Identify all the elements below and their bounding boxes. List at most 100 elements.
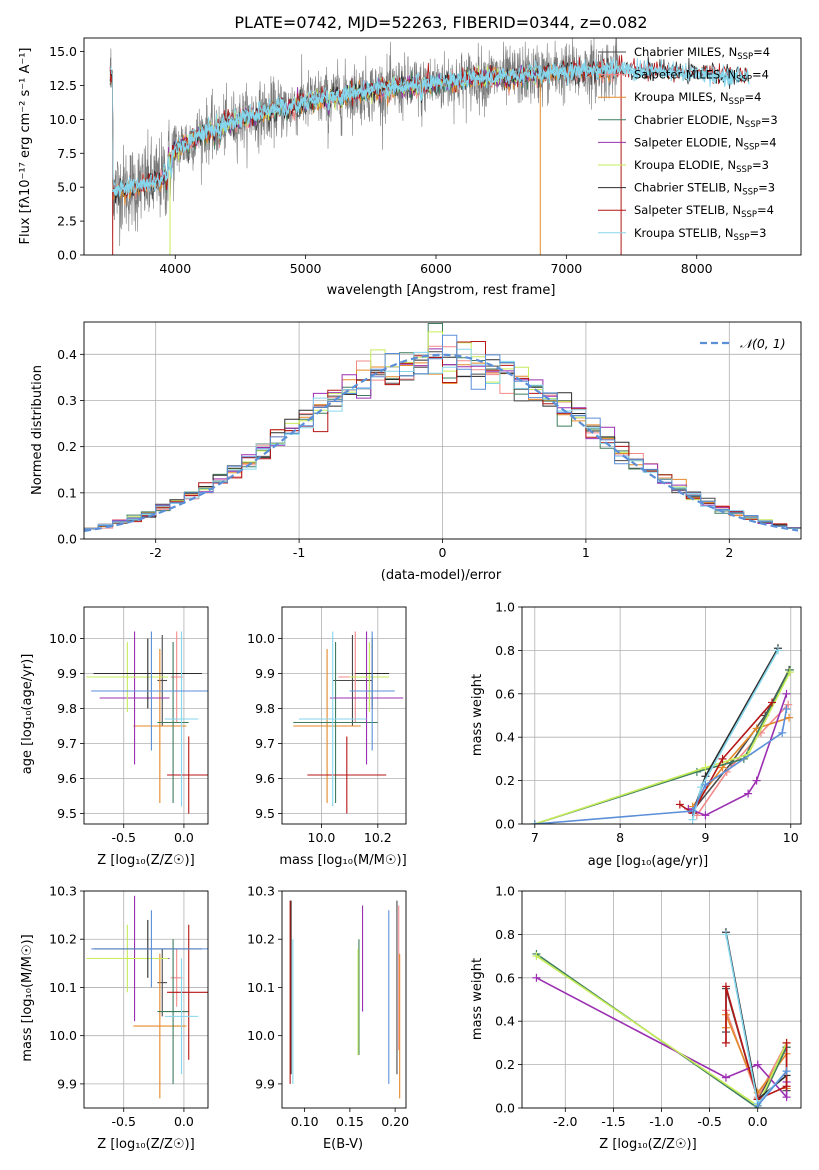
y-tick-label: 9.8 bbox=[57, 701, 77, 716]
x-tick-label: -0.5 bbox=[112, 830, 136, 845]
x-tick-label: 7000 bbox=[550, 261, 582, 276]
legend-tail: =3 bbox=[752, 158, 769, 172]
x-tick-label: 6000 bbox=[420, 261, 452, 276]
legend-sub: SSP bbox=[736, 165, 752, 175]
y-tick-label: 1.0 bbox=[495, 600, 515, 615]
x-tick-label: 10 bbox=[783, 830, 799, 845]
y-tick-label: 9.9 bbox=[255, 1076, 275, 1091]
y-tick-label: 0.4 bbox=[57, 347, 77, 362]
mass-vs-ebv-panel: E(B-V) 0.10 0.15 0.20 9.9 10.0 10.1 10.2 10.3 bbox=[247, 884, 409, 1153]
x-tick-label: 0.10 bbox=[291, 1114, 319, 1129]
y-tick-label: 5.0 bbox=[57, 180, 77, 195]
legend-entry: Chabrier STELIB, NSSP=3 bbox=[634, 181, 775, 198]
y-tick-label: 0.0 bbox=[495, 1101, 515, 1116]
legend-tail: =4 bbox=[753, 45, 770, 59]
x-tick-label: 7 bbox=[531, 830, 539, 845]
mass-vs-ebv-xlabel: E(B-V) bbox=[323, 1137, 363, 1152]
x-tick-label: 10.2 bbox=[364, 830, 392, 845]
x-tick-label: -1.5 bbox=[601, 1114, 625, 1129]
legend-tail: =3 bbox=[758, 181, 775, 195]
x-tick-label: 9 bbox=[701, 830, 709, 845]
legend-sub: SSP bbox=[742, 188, 758, 198]
y-tick-label: 10.1 bbox=[247, 980, 275, 995]
weight-vs-age-ylabel: mass weight bbox=[470, 674, 485, 756]
legend-text: Kroupa MILES, N bbox=[634, 90, 729, 104]
weight-line bbox=[725, 1010, 788, 1100]
legend-text: Kroupa ELODIE, N bbox=[634, 158, 736, 172]
weight-vs-z-panel: Z [log₁₀(Z/Z☉)] mass weight -2.0 -1.5 -1.0… bbox=[470, 884, 802, 1152]
axes-frame bbox=[281, 606, 407, 825]
legend-tail: =3 bbox=[761, 113, 778, 127]
x-tick-label: 0.20 bbox=[381, 1114, 409, 1129]
x-tick-label: 8000 bbox=[681, 261, 713, 276]
legend-tail: =4 bbox=[760, 135, 777, 149]
legend-text: Chabrier ELODIE, N bbox=[634, 113, 745, 127]
age-vs-z-xlabel: Z [log₁₀(Z/Z☉)] bbox=[97, 853, 194, 868]
legend-entry: Chabrier ELODIE, NSSP=3 bbox=[634, 113, 778, 130]
histogram-kroupa-stelib bbox=[84, 348, 801, 530]
legend-entry: Kroupa MILES, NSSP=4 bbox=[634, 90, 761, 107]
axes-frame bbox=[521, 890, 802, 1109]
y-tick-label: 0.8 bbox=[495, 643, 515, 658]
y-tick-label: 9.6 bbox=[57, 771, 77, 786]
legend-entry: 𝒩(0, 1) bbox=[740, 336, 786, 351]
x-tick-label: -1.0 bbox=[649, 1114, 673, 1129]
plot-area bbox=[532, 928, 791, 1108]
y-tick-label: 0.6 bbox=[495, 970, 515, 985]
legend-entry: Salpeter STELIB, NSSP=4 bbox=[634, 203, 774, 220]
spectrum-title: PLATE=0742, MJD=52263, FIBERID=0344, z=0… bbox=[234, 13, 647, 32]
y-tick-label: 9.9 bbox=[255, 666, 275, 681]
y-tick-label: 0.2 bbox=[495, 773, 515, 788]
x-tick-label: -0.5 bbox=[697, 1114, 721, 1129]
y-tick-label: 9.7 bbox=[255, 736, 275, 751]
y-tick-label: 0.2 bbox=[57, 439, 77, 454]
x-tick-label: 5000 bbox=[290, 261, 322, 276]
plot-area bbox=[86, 895, 208, 1099]
y-tick-label: 0.0 bbox=[495, 817, 515, 832]
y-tick-label: 10.0 bbox=[49, 1028, 77, 1043]
legend-sub: SSP bbox=[745, 120, 761, 130]
plot-area bbox=[109, 38, 750, 255]
y-tick-label: 9.9 bbox=[57, 1076, 77, 1091]
x-tick-label: 0.15 bbox=[336, 1114, 364, 1129]
legend-text: Salpeter STELIB, N bbox=[634, 203, 741, 217]
y-tick-label: 9.7 bbox=[57, 736, 77, 751]
y-tick-label: 10.0 bbox=[49, 631, 77, 646]
x-tick-label: 10.0 bbox=[308, 830, 336, 845]
y-tick-label: 0.1 bbox=[57, 485, 77, 500]
legend-sub: SSP bbox=[744, 142, 760, 152]
legend-sub: SSP bbox=[729, 97, 745, 107]
y-tick-label: 1.0 bbox=[495, 884, 515, 899]
residuals-xlabel: (data-model)/error bbox=[381, 568, 502, 583]
weight-line bbox=[679, 701, 773, 815]
weight-line bbox=[757, 1070, 788, 1107]
age-vs-z-panel: Z [log₁₀(Z/Z☉)] age [log₁₀(age/yr)] -0.5… bbox=[20, 606, 209, 868]
spectrum-xlabel: wavelength [Angstrom, rest frame] bbox=[327, 283, 556, 298]
legend-sub: SSP bbox=[737, 52, 753, 62]
x-tick-label: -2 bbox=[149, 545, 161, 560]
weight-vs-age-panel: age [log₁₀(age/yr)] mass weight 7 8 9 10 0.0… bbox=[470, 600, 802, 869]
weight-line bbox=[696, 704, 789, 816]
x-tick-label: -1 bbox=[293, 545, 305, 560]
legend-entry: Chabrier MILES, NSSP=4 bbox=[634, 45, 770, 62]
legend-tail: =4 bbox=[757, 203, 774, 217]
spectrum-panel: PLATE=0742, MJD=52263, FIBERID=0344, z=0… bbox=[18, 13, 802, 298]
x-tick-label: 4000 bbox=[159, 261, 191, 276]
y-tick-label: 15.0 bbox=[49, 44, 77, 59]
x-tick-label: 0.0 bbox=[748, 1114, 768, 1129]
weight-line bbox=[691, 669, 790, 812]
y-tick-label: 0.4 bbox=[495, 1014, 515, 1029]
residuals-ylabel: Normed distribution bbox=[30, 365, 45, 495]
x-tick-label: 0.0 bbox=[174, 1114, 194, 1129]
legend-entry: Salpeter MILES, NSSP=4 bbox=[634, 68, 769, 85]
y-tick-label: 0.6 bbox=[495, 686, 515, 701]
legend-sub: SSP bbox=[734, 233, 750, 243]
y-tick-label: 0.0 bbox=[57, 532, 77, 547]
legend-text: Salpeter MILES, N bbox=[634, 68, 736, 82]
age-vs-mass-panel: mass [log₁₀(M/M☉)] 10.0 10.2 9.5 9.6 9.7 9.8 9… bbox=[247, 606, 407, 868]
y-tick-label: 0.4 bbox=[495, 730, 515, 745]
axes-frame bbox=[83, 321, 802, 540]
y-tick-label: 0.3 bbox=[57, 393, 77, 408]
